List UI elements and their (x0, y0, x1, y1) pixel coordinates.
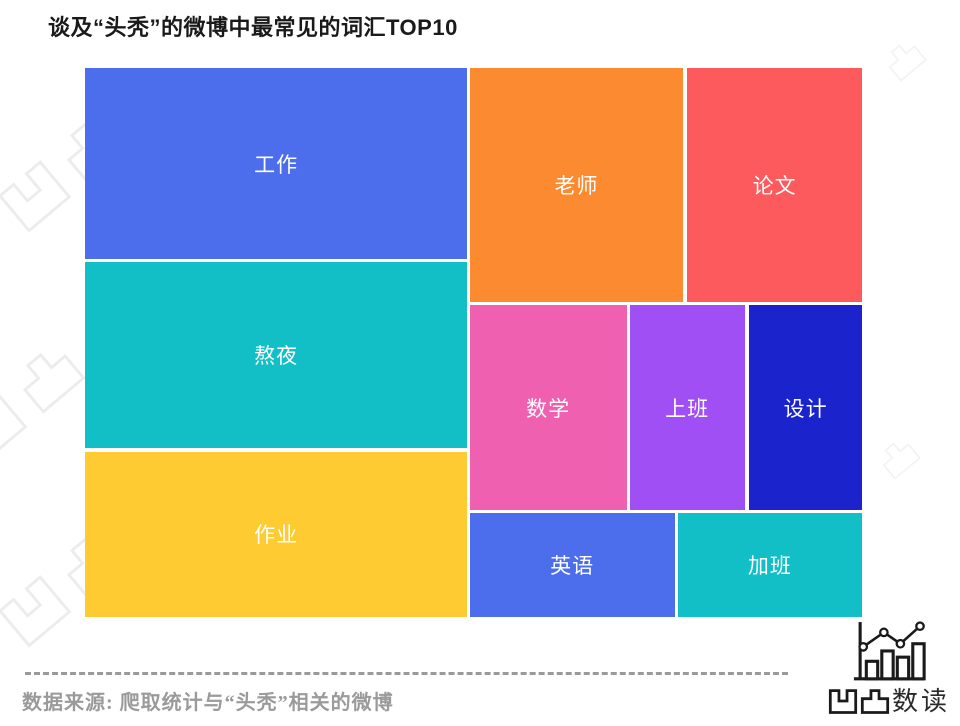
treemap-cell-label: 作业 (254, 524, 299, 548)
treemap-cell: 上班 (629, 305, 745, 510)
brand-wordmark: 数读 (828, 686, 950, 716)
treemap-cell: 加班 (677, 513, 862, 617)
treemap-cell-label: 数学 (526, 397, 571, 421)
treemap-cell: 作业 (85, 451, 468, 617)
footer-divider (25, 672, 788, 675)
watermark (876, 32, 931, 87)
brand-text: 数读 (892, 686, 951, 716)
watermark (870, 430, 925, 485)
convex-glyph-icon (888, 44, 927, 82)
concave-glyph-icon (0, 390, 28, 463)
treemap-cell-label: 英语 (550, 555, 595, 579)
treemap-cell: 老师 (469, 68, 684, 302)
watermark (0, 332, 93, 471)
chart-title: 谈及“头秃”的微博中最常见的词汇TOP10 (48, 15, 458, 40)
treemap-cell-label: 上班 (665, 397, 710, 421)
brand-logo: 数读 (828, 620, 960, 722)
treemap-cell-label: 论文 (752, 174, 797, 198)
convex-glyph-icon (22, 352, 86, 414)
treemap-cell: 论文 (687, 68, 862, 302)
treemap-cell: 英语 (469, 513, 675, 617)
treemap-cell-label: 熬夜 (254, 344, 299, 368)
treemap-cell: 工作 (85, 68, 468, 260)
concave-glyph-icon (828, 689, 858, 714)
treemap-cell-label: 老师 (554, 174, 599, 198)
convex-glyph-icon (860, 689, 890, 714)
treemap-cell: 数学 (469, 305, 627, 510)
treemap-cell-label: 工作 (254, 153, 299, 177)
bar-line-chart-icon (853, 621, 926, 681)
data-source-label: 数据来源: 爬取统计与“头秃”相关的微博 (22, 692, 394, 714)
concave-glyph-icon (0, 575, 72, 648)
treemap-cell-label: 加班 (747, 555, 792, 579)
treemap-cell: 设计 (749, 305, 862, 510)
treemap-cell: 熬夜 (85, 261, 468, 448)
treemap-chart: 工作熬夜作业 老师 论文数学 上班 设计英语 加班 (85, 68, 862, 617)
treemap-cell-label: 设计 (783, 397, 828, 421)
convex-glyph-icon (882, 442, 921, 480)
concave-glyph-icon (0, 160, 72, 233)
